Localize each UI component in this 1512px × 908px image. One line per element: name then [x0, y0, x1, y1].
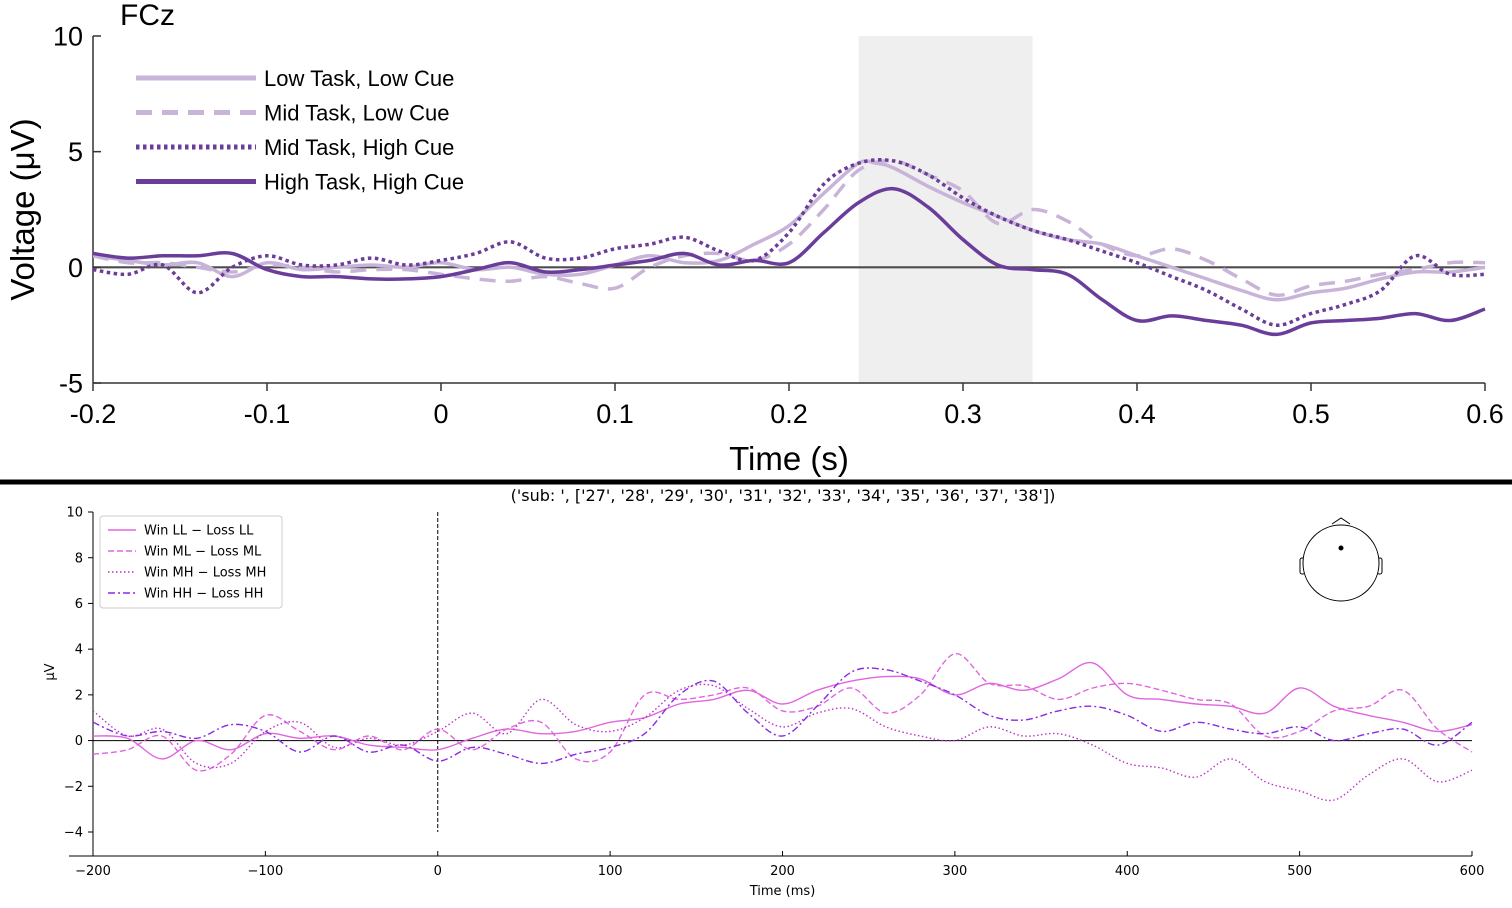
y-tick-label: 5 — [68, 137, 83, 167]
x-tick-label: 0.6 — [1466, 399, 1504, 429]
y-tick-label: 0 — [75, 734, 83, 749]
legend-label: Mid Task, Low Cue — [264, 100, 449, 125]
y-tick-label: 6 — [75, 597, 83, 612]
x-tick-label: −100 — [248, 864, 284, 879]
y-tick-label: 0 — [68, 253, 83, 283]
chart-title: ('sub: ', ['27', '28', '29', '30', '31',… — [511, 486, 1056, 505]
x-axis-label: Time (ms) — [749, 884, 816, 899]
series-line-3 — [93, 683, 1473, 802]
nose-icon — [1331, 517, 1351, 525]
legend-label: High Task, High Cue — [264, 169, 464, 194]
legend-box — [99, 515, 283, 609]
legend-label: Low Task, Low Cue — [264, 66, 454, 91]
x-tick-label: 0.1 — [596, 399, 634, 429]
y-axis-label: µV — [43, 663, 58, 680]
x-tick-label: 200 — [770, 864, 795, 879]
bottom-erp-chart: −200 −100 0 100 200 300 400 500 600 −4 −2 0 2 4 6 8 10 ('… — [43, 486, 1484, 899]
y-tick-label: −2 — [64, 780, 83, 795]
legend: Low Task, Low Cue Mid Task, Low Cue Mid Ta… — [136, 66, 464, 194]
x-tick-label: 0.3 — [944, 399, 982, 429]
legend-label: Win LL − Loss LL — [144, 524, 254, 539]
analysis-window-shade — [858, 36, 1033, 383]
series-line-4 — [93, 667, 1473, 765]
series-line-2 — [93, 652, 1473, 772]
y-tick-label: 10 — [53, 21, 83, 51]
y-tick-label: −4 — [64, 826, 83, 841]
x-tick-label: 100 — [598, 864, 623, 879]
sensor-dot-icon — [1338, 545, 1344, 551]
head-outline-icon — [1299, 517, 1383, 602]
head-circle-icon — [1302, 524, 1380, 602]
legend-label: Win MH − Loss MH — [144, 566, 266, 581]
x-tick-label: 0 — [434, 864, 442, 879]
legend: Win LL − Loss LL Win ML − Loss ML Win MH −… — [99, 515, 283, 609]
series-line-1 — [93, 661, 1473, 760]
series-line-3 — [93, 158, 1486, 327]
legend-label: Mid Task, High Cue — [264, 135, 454, 160]
y-tick-label: 10 — [66, 506, 83, 521]
x-tick-label: 300 — [942, 864, 967, 879]
y-tick-label: 2 — [75, 688, 83, 703]
x-tick-label: 600 — [1460, 864, 1485, 879]
x-tick-label: 400 — [1115, 864, 1140, 879]
x-tick-label: -0.2 — [70, 399, 117, 429]
x-tick-label: 0.4 — [1118, 399, 1156, 429]
series-line-2 — [93, 158, 1486, 297]
y-axis-label: Voltage (μV) — [4, 118, 41, 300]
y-tick-label: -5 — [59, 368, 83, 398]
chart-title: FCz — [120, 0, 175, 32]
x-tick-label: -0.1 — [244, 399, 291, 429]
legend-label: Win ML − Loss ML — [144, 545, 262, 560]
top-erp-chart: -0.2 -0.1 0 0.1 0.2 0.3 0.4 0.5 0.6 -5 0 5 10 FCz Time… — [4, 0, 1504, 477]
x-tick-label: 0.5 — [1292, 399, 1330, 429]
x-tick-label: −200 — [75, 864, 111, 879]
y-tick-label: 8 — [75, 551, 83, 566]
series-line-1 — [93, 159, 1486, 302]
y-tick-label: 4 — [75, 643, 83, 658]
legend-label: Win HH − Loss HH — [144, 587, 263, 602]
x-tick-label: 0.2 — [770, 399, 808, 429]
x-tick-label: 0 — [433, 399, 448, 429]
x-axis-label: Time (s) — [729, 440, 849, 477]
x-tick-label: 500 — [1287, 864, 1312, 879]
series-line-4 — [93, 186, 1486, 337]
